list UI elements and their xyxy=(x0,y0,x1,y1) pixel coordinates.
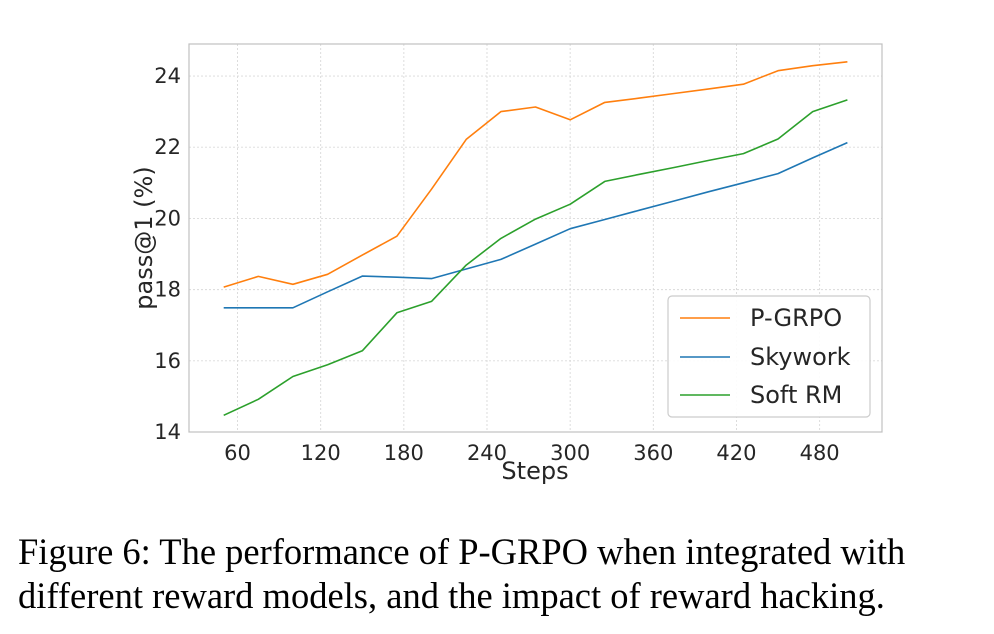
legend-label-p-grpo: P-GRPO xyxy=(750,304,842,332)
series-lines xyxy=(223,61,848,417)
axis-ticks: 60 120 180 240 300 360 420 480 14 16 18 20 22 24 xyxy=(154,64,839,465)
y-tick-label: 22 xyxy=(154,135,181,159)
x-tick-label: 420 xyxy=(716,441,756,465)
figure-caption: Figure 6: The performance of P-GRPO when… xyxy=(18,530,988,618)
x-tick-label: 180 xyxy=(384,441,424,465)
y-tick-label: 24 xyxy=(154,64,181,88)
y-tick-label: 20 xyxy=(154,206,181,230)
x-tick-label: 60 xyxy=(224,441,251,465)
y-axis-label: pass@1 (%) xyxy=(130,166,158,309)
x-tick-label: 120 xyxy=(301,441,341,465)
series-line-skywork xyxy=(223,141,848,309)
x-tick-label: 240 xyxy=(467,441,507,465)
x-tick-label: 300 xyxy=(550,441,590,465)
y-tick-label: 14 xyxy=(154,420,181,444)
x-axis-label: Steps xyxy=(501,457,568,485)
plot-area xyxy=(188,43,883,433)
series-line-p-grpo xyxy=(223,61,848,288)
caption-line-2: different reward models, and the impact … xyxy=(18,575,885,616)
legend-box xyxy=(667,295,871,418)
y-tick-label: 16 xyxy=(154,349,181,373)
x-tick-label: 360 xyxy=(633,441,673,465)
caption-line-1: Figure 6: The performance of P-GRPO when… xyxy=(18,531,906,572)
series-line-soft-rm xyxy=(223,99,848,417)
legend-label-soft-rm: Soft RM xyxy=(750,381,842,409)
legend-label-skywork: Skywork xyxy=(750,343,851,371)
x-tick-label: 480 xyxy=(800,441,840,465)
y-tick-label: 18 xyxy=(154,278,181,302)
legend: P-GRPO Skywork Soft RM xyxy=(667,295,871,418)
line-chart: 60 120 180 240 300 360 420 480 14 16 18 20 22 24 Step… xyxy=(130,43,883,485)
